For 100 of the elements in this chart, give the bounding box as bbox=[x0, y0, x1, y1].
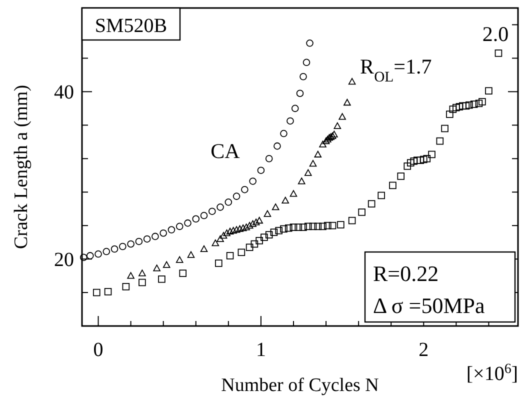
point bbox=[104, 288, 112, 296]
y-tick-label: 20 bbox=[54, 249, 74, 272]
point bbox=[86, 252, 94, 260]
point bbox=[241, 186, 248, 194]
point bbox=[300, 72, 307, 80]
point bbox=[216, 204, 224, 211]
point bbox=[470, 100, 478, 108]
series-label: R$_{OL}$=1.7 bbox=[360, 54, 432, 86]
point bbox=[290, 190, 298, 197]
point bbox=[428, 150, 436, 158]
point bbox=[319, 140, 326, 148]
point bbox=[119, 242, 126, 250]
point bbox=[291, 104, 299, 112]
point bbox=[265, 154, 273, 162]
point bbox=[348, 78, 356, 85]
point bbox=[410, 157, 418, 165]
point bbox=[404, 162, 412, 170]
point bbox=[184, 219, 192, 227]
point bbox=[179, 270, 187, 277]
point bbox=[176, 222, 184, 230]
point bbox=[192, 215, 200, 223]
point bbox=[200, 212, 208, 220]
point bbox=[314, 150, 322, 158]
point bbox=[306, 39, 314, 47]
point bbox=[337, 221, 344, 228]
point bbox=[294, 224, 302, 231]
point bbox=[138, 270, 146, 276]
point bbox=[232, 226, 240, 233]
point bbox=[466, 101, 473, 109]
point bbox=[449, 106, 457, 113]
point bbox=[272, 204, 280, 210]
point bbox=[322, 137, 330, 144]
point bbox=[230, 226, 237, 234]
point bbox=[226, 252, 234, 260]
point bbox=[249, 220, 256, 227]
point bbox=[200, 245, 208, 252]
point bbox=[238, 248, 246, 256]
point bbox=[223, 229, 230, 236]
text: [×10$^{6}$] bbox=[466, 362, 518, 385]
point bbox=[226, 228, 234, 234]
point bbox=[92, 288, 100, 296]
point bbox=[246, 222, 254, 229]
point bbox=[246, 244, 254, 251]
point bbox=[162, 261, 170, 268]
point bbox=[256, 216, 263, 224]
point bbox=[436, 137, 444, 145]
point bbox=[239, 224, 247, 232]
point bbox=[220, 232, 228, 239]
point bbox=[232, 192, 240, 200]
point bbox=[122, 283, 130, 290]
legend-label: 2.0 bbox=[482, 22, 509, 46]
point bbox=[304, 169, 312, 176]
point bbox=[300, 224, 307, 231]
point bbox=[252, 218, 260, 226]
point bbox=[250, 240, 258, 248]
point bbox=[416, 156, 424, 164]
point bbox=[215, 260, 222, 267]
point bbox=[102, 248, 110, 256]
point bbox=[485, 87, 492, 94]
point bbox=[286, 117, 294, 125]
point bbox=[176, 256, 184, 263]
point bbox=[270, 228, 278, 236]
point bbox=[302, 58, 310, 66]
point bbox=[280, 130, 288, 138]
annotation: Δ σ =50MPa bbox=[373, 293, 485, 318]
point bbox=[242, 224, 250, 230]
point bbox=[256, 236, 263, 244]
point bbox=[216, 235, 224, 242]
y-tick-label: 40 bbox=[54, 82, 74, 104]
point bbox=[265, 231, 273, 238]
point bbox=[368, 200, 376, 208]
point bbox=[158, 275, 166, 283]
point bbox=[334, 122, 342, 130]
point bbox=[309, 222, 317, 230]
point bbox=[441, 124, 448, 132]
point bbox=[452, 104, 460, 112]
point bbox=[358, 208, 366, 216]
point bbox=[314, 222, 322, 230]
point bbox=[110, 245, 118, 253]
point bbox=[324, 222, 332, 230]
point bbox=[456, 103, 464, 110]
point bbox=[282, 196, 290, 204]
annotation: R=0.22 bbox=[373, 261, 439, 286]
point bbox=[298, 178, 306, 184]
point bbox=[296, 90, 304, 98]
point bbox=[153, 264, 160, 272]
point bbox=[260, 234, 268, 241]
point bbox=[284, 224, 292, 232]
point bbox=[494, 50, 502, 57]
point bbox=[212, 240, 220, 246]
point bbox=[290, 224, 298, 231]
point bbox=[462, 102, 470, 110]
point bbox=[319, 222, 326, 230]
point bbox=[338, 113, 346, 120]
point bbox=[304, 222, 312, 230]
point bbox=[236, 225, 244, 232]
point bbox=[168, 226, 176, 234]
point bbox=[160, 229, 167, 237]
point bbox=[420, 156, 428, 164]
point bbox=[127, 240, 134, 248]
